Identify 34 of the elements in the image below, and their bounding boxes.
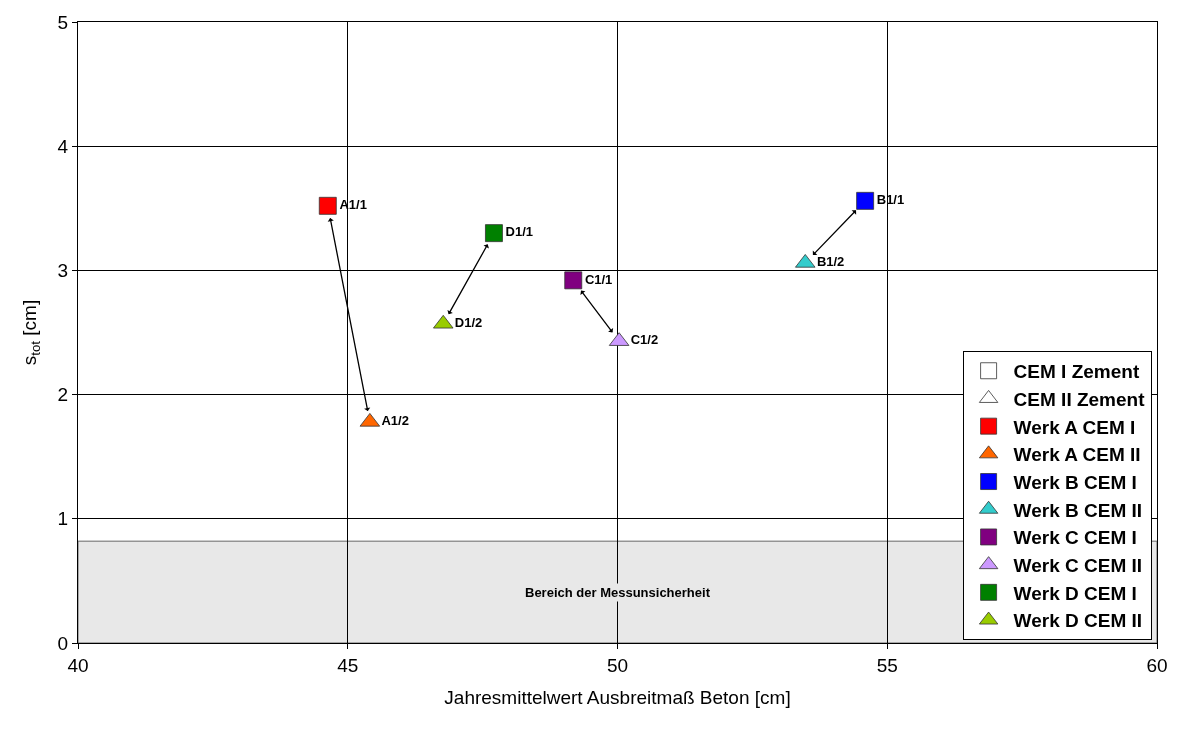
data-label: A1/2 <box>381 413 409 429</box>
legend-label: Werk A CEM II <box>1013 444 1141 466</box>
legend-label: CEM II Zement <box>1013 388 1146 410</box>
data-label: C1/1 <box>584 271 613 287</box>
legend-label: Werk D CEM I <box>1013 582 1137 604</box>
point <box>485 224 503 243</box>
point <box>564 271 583 290</box>
y-tick-label: 4 <box>57 135 69 157</box>
point <box>318 196 337 215</box>
data-label: D1/2 <box>454 315 483 331</box>
band-label: Bereich der Messunsicherheit <box>525 585 711 600</box>
legend-label: Werk D CEM II <box>1013 610 1143 632</box>
legend-label: Werk B CEM I <box>1013 471 1137 493</box>
legend-label: CEM I Zement <box>1013 361 1140 383</box>
y-tick-label: 1 <box>57 508 69 530</box>
legend-label: Werk A CEM I <box>1013 416 1136 438</box>
y-tick-label: 5 <box>57 11 69 33</box>
x-tick-label: 40 <box>67 654 89 676</box>
point <box>433 314 454 329</box>
y-tick-label: 2 <box>57 384 69 406</box>
data-label: B1/2 <box>816 254 845 270</box>
data-label: D1/1 <box>505 224 534 240</box>
x-tick-label: 50 <box>606 654 629 676</box>
legend-label: Werk B CEM II <box>1013 499 1143 521</box>
x-tick-label: 60 <box>1146 654 1168 676</box>
x-axis-title: Jahresmittelwert Ausbreitmaß Beton [cm] <box>444 686 791 708</box>
x-tick-label: 45 <box>337 654 359 676</box>
y-tick-label: 0 <box>57 632 69 654</box>
y-tick-label: 3 <box>57 260 69 282</box>
legend-label: Werk C CEM II <box>1013 555 1143 577</box>
legend-label: Werk C CEM I <box>1013 527 1137 549</box>
data-label: C1/2 <box>630 332 659 348</box>
x-tick-label: 55 <box>876 654 898 676</box>
point <box>856 191 875 210</box>
